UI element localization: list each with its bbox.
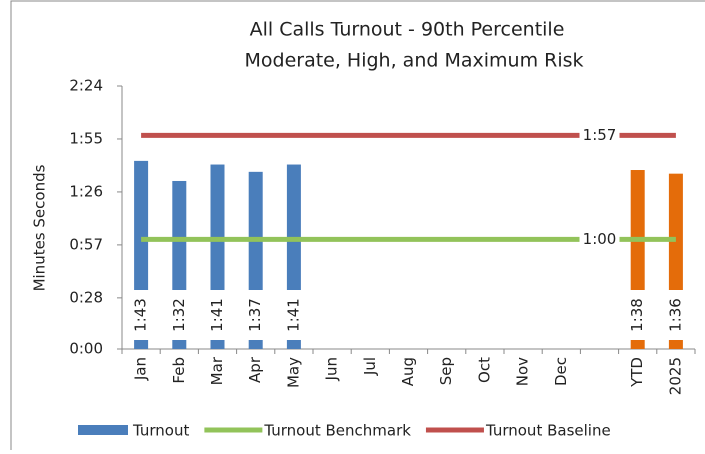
data-label-bg (283, 290, 304, 340)
y-tick-label: 0:00 (69, 340, 103, 358)
chart-frame (10, 0, 705, 454)
legend-swatch (78, 425, 128, 435)
data-label-bg (579, 125, 620, 146)
y-tick-label: 2:24 (69, 77, 103, 95)
y-tick-label: 1:55 (69, 129, 103, 147)
legend-label: Turnout Baseline (485, 422, 611, 440)
x-tick-label: Feb (170, 357, 188, 384)
x-tick-label: Aug (399, 357, 417, 386)
x-tick-label: YTD (628, 357, 646, 388)
data-label-bg (131, 290, 152, 340)
data-label-bg (627, 290, 648, 340)
y-tick-label: 1:26 (69, 182, 103, 200)
data-label: 1:41 (284, 298, 302, 332)
x-tick-label: Dec (552, 357, 570, 386)
x-tick-label: Sep (437, 357, 455, 385)
legend-label: Turnout Benchmark (263, 422, 411, 440)
data-label-bg (207, 290, 228, 340)
data-label: 1:41 (208, 298, 226, 332)
data-label-bg (245, 290, 266, 340)
x-tick-label: Jan (132, 357, 150, 381)
x-tick-label: 2025 (666, 357, 684, 395)
chart-title: All Calls Turnout - 90th Percentile (250, 19, 565, 41)
data-label: 1:36 (666, 298, 684, 332)
x-tick-label: Apr (246, 356, 264, 383)
data-label: 1:32 (170, 298, 188, 332)
data-label: 1:43 (132, 298, 150, 332)
data-label: 1:38 (628, 298, 646, 332)
data-label: 1:00 (583, 230, 617, 248)
data-label-bg (579, 229, 620, 250)
x-tick-label: Oct (475, 357, 493, 383)
data-label: 1:57 (583, 126, 617, 144)
data-label-bg (665, 290, 686, 340)
chart-subtitle: Moderate, High, and Maximum Risk (244, 50, 583, 72)
y-tick-label: 0:57 (69, 235, 103, 253)
x-tick-label: Jun (323, 357, 341, 381)
legend-label: Turnout (132, 422, 189, 440)
x-tick-label: May (284, 357, 302, 388)
data-label: 1:37 (246, 298, 264, 332)
y-axis-label: Minutes Seconds (31, 164, 49, 291)
x-tick-label: Mar (208, 356, 226, 385)
x-tick-label: Nov (514, 357, 532, 386)
data-label-bg (169, 290, 190, 340)
x-tick-label: Jul (361, 357, 379, 376)
y-tick-label: 0:28 (69, 288, 103, 306)
